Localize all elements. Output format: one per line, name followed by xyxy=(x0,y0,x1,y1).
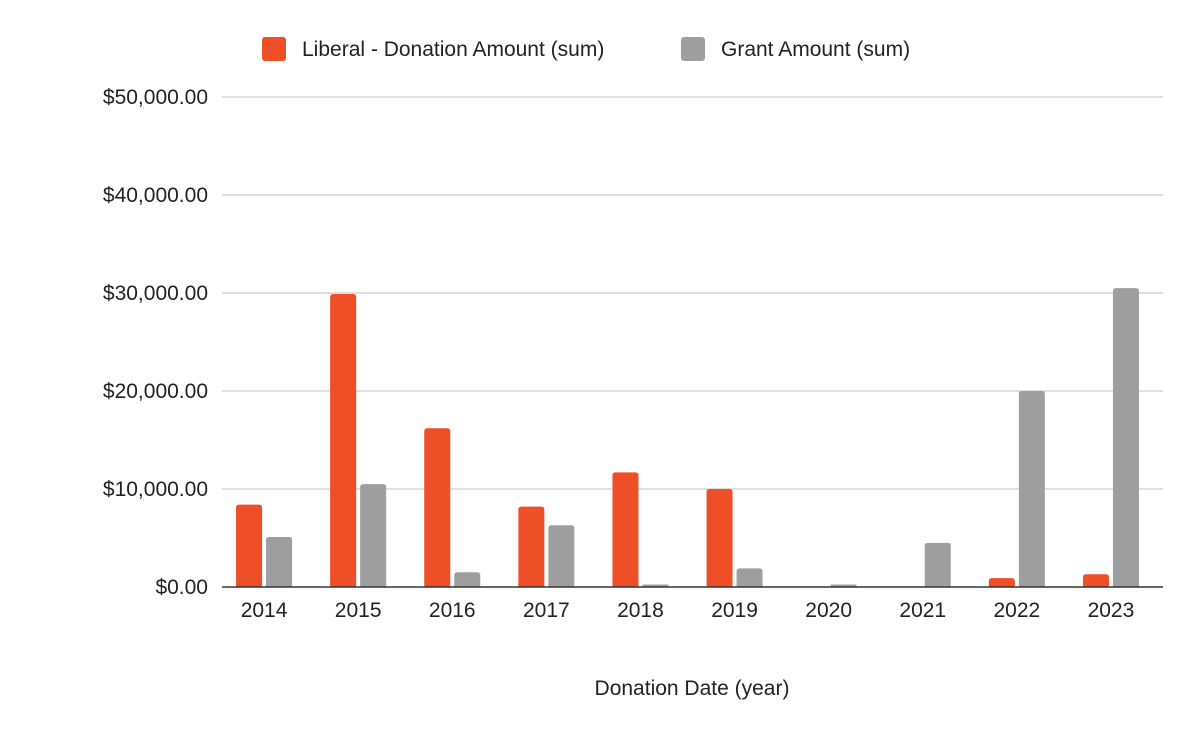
y-tick-label: $40,000.00 xyxy=(103,184,208,207)
x-tick-label: 2019 xyxy=(711,599,758,622)
x-tick-label: 2021 xyxy=(899,599,946,622)
y-tick-label: $50,000.00 xyxy=(103,86,208,109)
x-tick-label: 2023 xyxy=(1088,599,1135,622)
x-axis-title: Donation Date (year) xyxy=(595,677,790,700)
x-tick-label: 2020 xyxy=(805,599,852,622)
x-tick-label: 2017 xyxy=(523,599,570,622)
bar-grant-2021 xyxy=(924,542,951,587)
bar-grant-2022 xyxy=(1018,391,1045,587)
x-tick-label: 2018 xyxy=(617,599,664,622)
bar-donation-2023 xyxy=(1082,574,1109,587)
gridlines xyxy=(222,96,1163,490)
bar-donation-2019 xyxy=(706,489,733,587)
bar-grant-2017 xyxy=(548,525,575,587)
y-tick-label: $10,000.00 xyxy=(103,478,208,501)
bar-donation-2017 xyxy=(518,506,545,587)
y-tick-label: $0.00 xyxy=(155,576,208,599)
x-tick-label: 2022 xyxy=(993,599,1040,622)
x-tick-label: 2016 xyxy=(429,599,476,622)
bar-donation-2014 xyxy=(236,504,263,587)
x-axis-ticks: 2014 2015 2016 2017 2018 2019 2020 2021 2022 2023 xyxy=(241,599,1135,622)
y-axis-ticks: $0.00 $10,000.00 $20,000.00 $30,000.00 $40,0… xyxy=(103,86,208,599)
bar-donation-2022 xyxy=(988,578,1015,587)
bar-grant-2014 xyxy=(266,537,293,587)
legend-swatch xyxy=(262,37,286,61)
y-tick-label: $20,000.00 xyxy=(103,380,208,403)
bar-grant-2016 xyxy=(454,572,481,587)
x-tick-label: 2014 xyxy=(241,599,288,622)
bar-donation-2018 xyxy=(612,472,639,587)
bar-donation-2016 xyxy=(424,428,451,587)
legend-swatch xyxy=(681,37,705,61)
legend: Liberal - Donation Amount (sum) Grant Amo… xyxy=(262,37,910,61)
bar-donation-2015 xyxy=(330,293,357,587)
bar-grant-2023 xyxy=(1112,288,1139,587)
bar-grant-2019 xyxy=(736,568,763,587)
y-tick-label: $30,000.00 xyxy=(103,282,208,305)
legend-label: Liberal - Donation Amount (sum) xyxy=(302,38,604,61)
legend-label: Grant Amount (sum) xyxy=(721,38,910,61)
bar-grant-2015 xyxy=(360,484,387,587)
bars xyxy=(236,288,1139,587)
x-tick-label: 2015 xyxy=(335,599,382,622)
